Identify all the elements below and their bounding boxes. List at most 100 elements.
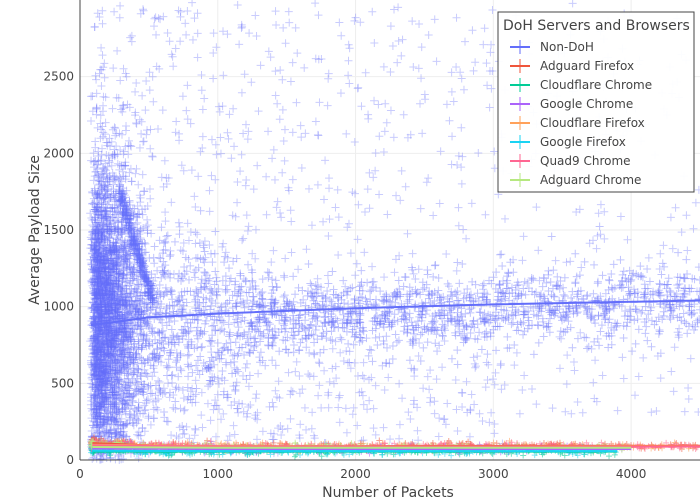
data-point [96,260,105,269]
data-point [94,351,103,360]
data-point [97,382,106,391]
data-point [111,189,120,198]
data-point [92,248,101,257]
data-point [94,383,103,392]
data-point [98,298,107,307]
data-point [147,305,156,314]
data-point [103,247,112,256]
data-point [125,386,134,395]
data-point [93,203,102,212]
data-point [94,237,103,246]
data-point [91,402,100,411]
data-point [133,430,142,439]
data-point [102,169,111,178]
data-point [132,275,141,284]
data-point [114,269,123,278]
data-point [125,332,134,341]
data-point [131,377,140,386]
data-point [107,307,116,316]
data-point [88,227,97,236]
data-point [95,345,104,354]
data-point [99,245,108,254]
data-point [130,324,139,333]
data-point [114,218,123,227]
data-point [112,398,121,407]
data-point [107,363,116,372]
data-point [115,173,124,182]
data-point [114,377,123,386]
data-point [105,295,114,304]
data-point [100,263,109,272]
data-point [94,327,103,336]
data-point [99,362,108,371]
data-point [96,375,105,384]
data-point [95,364,104,373]
data-point [92,288,101,297]
data-point [113,226,122,235]
data-point [114,357,123,366]
data-point [115,165,124,174]
data-point [103,264,112,273]
data-point [101,352,110,361]
data-point [89,304,98,313]
data-point [93,193,102,202]
data-point [126,279,135,288]
data-point [97,313,106,322]
data-point [101,256,110,265]
data-point [112,213,121,222]
data-point [92,289,101,298]
data-point [115,368,124,377]
data-point [87,374,96,383]
data-point [93,337,102,346]
data-point [102,323,111,332]
data-point [113,334,122,343]
data-point [99,265,108,274]
data-point [140,427,149,436]
data-point [95,379,104,388]
data-point [115,268,124,277]
data-point [93,372,102,381]
data-point [101,287,110,296]
data-point [96,241,105,250]
data-point [95,242,104,251]
data-point [124,374,133,383]
data-point [105,392,114,401]
data-point [90,365,99,374]
data-point [102,397,111,406]
data-point [118,227,127,236]
data-point [110,347,119,356]
data-point [92,249,101,258]
data-point [90,331,99,340]
data-point [97,390,106,399]
data-point [110,204,119,213]
data-point [100,396,109,405]
data-point [97,177,106,186]
data-point [104,342,113,351]
data-point [135,339,144,348]
data-point [90,241,99,250]
data-point [121,396,130,405]
data-point [100,313,109,322]
data-point [95,277,104,286]
data-point [119,147,128,156]
data-point [90,163,99,172]
data-point [137,331,146,340]
data-point [127,232,136,241]
data-point [105,295,114,304]
data-point [129,342,138,351]
data-point [109,191,118,200]
data-point [120,291,129,300]
data-point [100,307,109,316]
data-point [99,278,108,287]
data-point [113,308,122,317]
data-point [121,331,130,340]
data-point [103,238,112,247]
data-point [116,340,125,349]
data-point [91,189,100,198]
data-point [118,362,127,371]
data-point [132,329,141,338]
data-point [93,300,102,309]
data-point [127,344,136,353]
data-point [104,324,113,333]
